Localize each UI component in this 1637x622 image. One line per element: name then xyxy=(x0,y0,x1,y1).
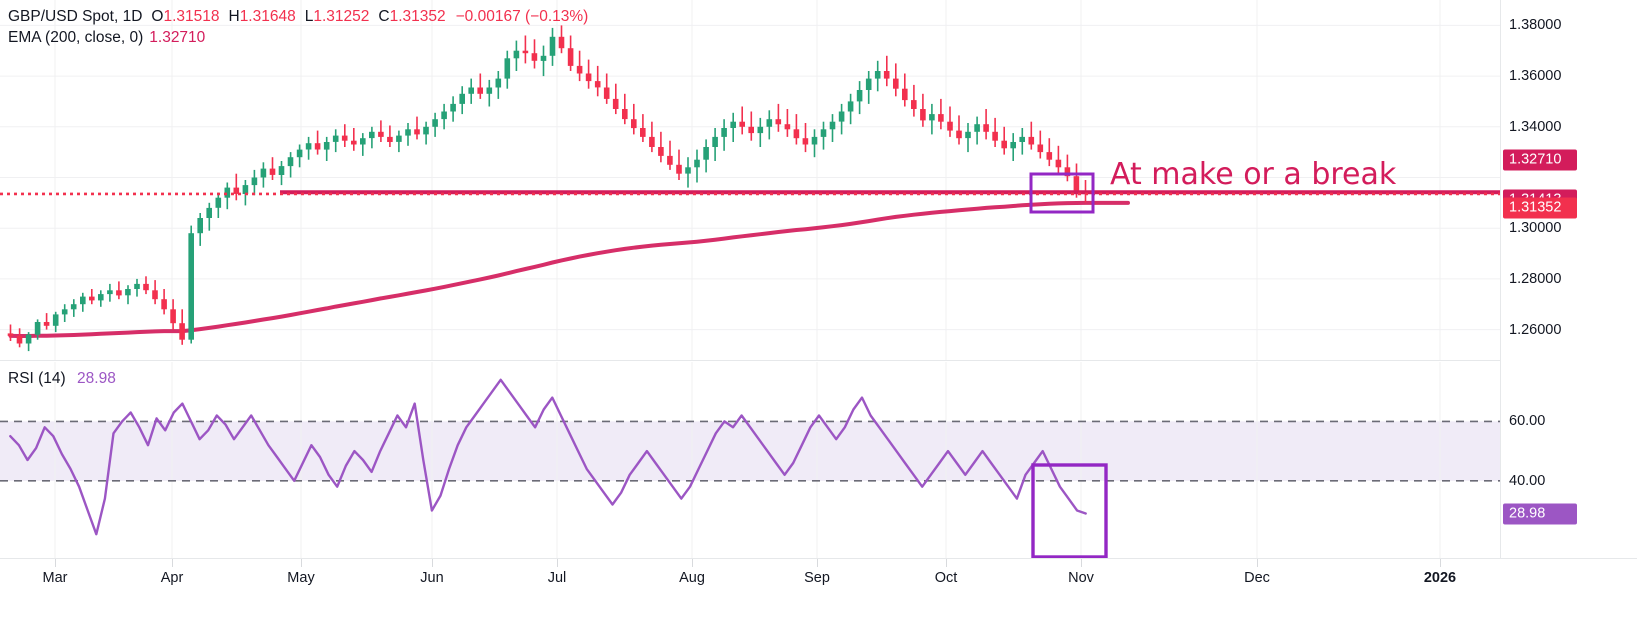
time-tick-mark xyxy=(172,559,173,567)
price-tick: 1.36000 xyxy=(1509,68,1562,85)
time-tick-mark xyxy=(946,559,947,567)
rsi-pane[interactable]: RSI (14) 28.98 xyxy=(0,362,1500,559)
time-tick-mark xyxy=(301,559,302,567)
time-tick-mark xyxy=(557,559,558,567)
time-tick: Apr xyxy=(160,570,184,586)
time-tick: Aug xyxy=(679,570,705,586)
price-tick: 1.38000 xyxy=(1509,17,1562,34)
rsi-plot xyxy=(0,362,1500,559)
price-tick: 1.30000 xyxy=(1509,220,1562,237)
time-tick-mark xyxy=(55,559,56,567)
price-plot xyxy=(0,0,1500,360)
time-tick: Dec xyxy=(1244,570,1270,586)
pane-divider xyxy=(0,360,1637,361)
time-tick: Sep xyxy=(804,570,830,586)
time-tick-mark xyxy=(432,559,433,567)
price-pane[interactable] xyxy=(0,0,1500,360)
rsi-value-badge[interactable]: 28.98 xyxy=(1503,503,1577,524)
time-tick: Oct xyxy=(934,570,958,586)
price-tick: 1.34000 xyxy=(1509,118,1562,135)
price-tick: 1.28000 xyxy=(1509,270,1562,287)
time-tick: Jul xyxy=(547,570,567,586)
price-axis[interactable]: 1.38000 1.36000 1.34000 1.30000 1.28000 1.260… xyxy=(1500,0,1637,558)
time-axis[interactable]: Mar Apr May Jun Jul Aug Sep Oct Nov Dec 2026 xyxy=(0,558,1637,622)
time-tick-mark xyxy=(692,559,693,567)
last-price-badge[interactable]: 1.31352 xyxy=(1503,197,1577,219)
rsi-tick: 40.00 xyxy=(1509,472,1546,489)
rsi-value: 28.98 xyxy=(77,370,116,387)
annotation-text: At make or a break xyxy=(1110,157,1397,192)
price-tick: 1.26000 xyxy=(1509,321,1562,338)
rsi-legend: RSI (14) 28.98 xyxy=(8,370,116,388)
time-tick: May xyxy=(287,570,315,586)
time-tick: Mar xyxy=(42,570,68,586)
ema-price-badge[interactable]: 1.32710 xyxy=(1503,149,1577,170)
time-tick: Nov xyxy=(1068,570,1094,586)
time-tick: 2026 xyxy=(1423,570,1457,586)
rsi-tick: 60.00 xyxy=(1509,413,1546,430)
time-tick-mark xyxy=(1257,559,1258,567)
time-tick: Jun xyxy=(420,570,444,586)
rsi-title: RSI (14) xyxy=(8,370,66,387)
time-tick-mark xyxy=(1081,559,1082,567)
time-tick-mark xyxy=(1440,559,1441,567)
time-tick-mark xyxy=(817,559,818,567)
